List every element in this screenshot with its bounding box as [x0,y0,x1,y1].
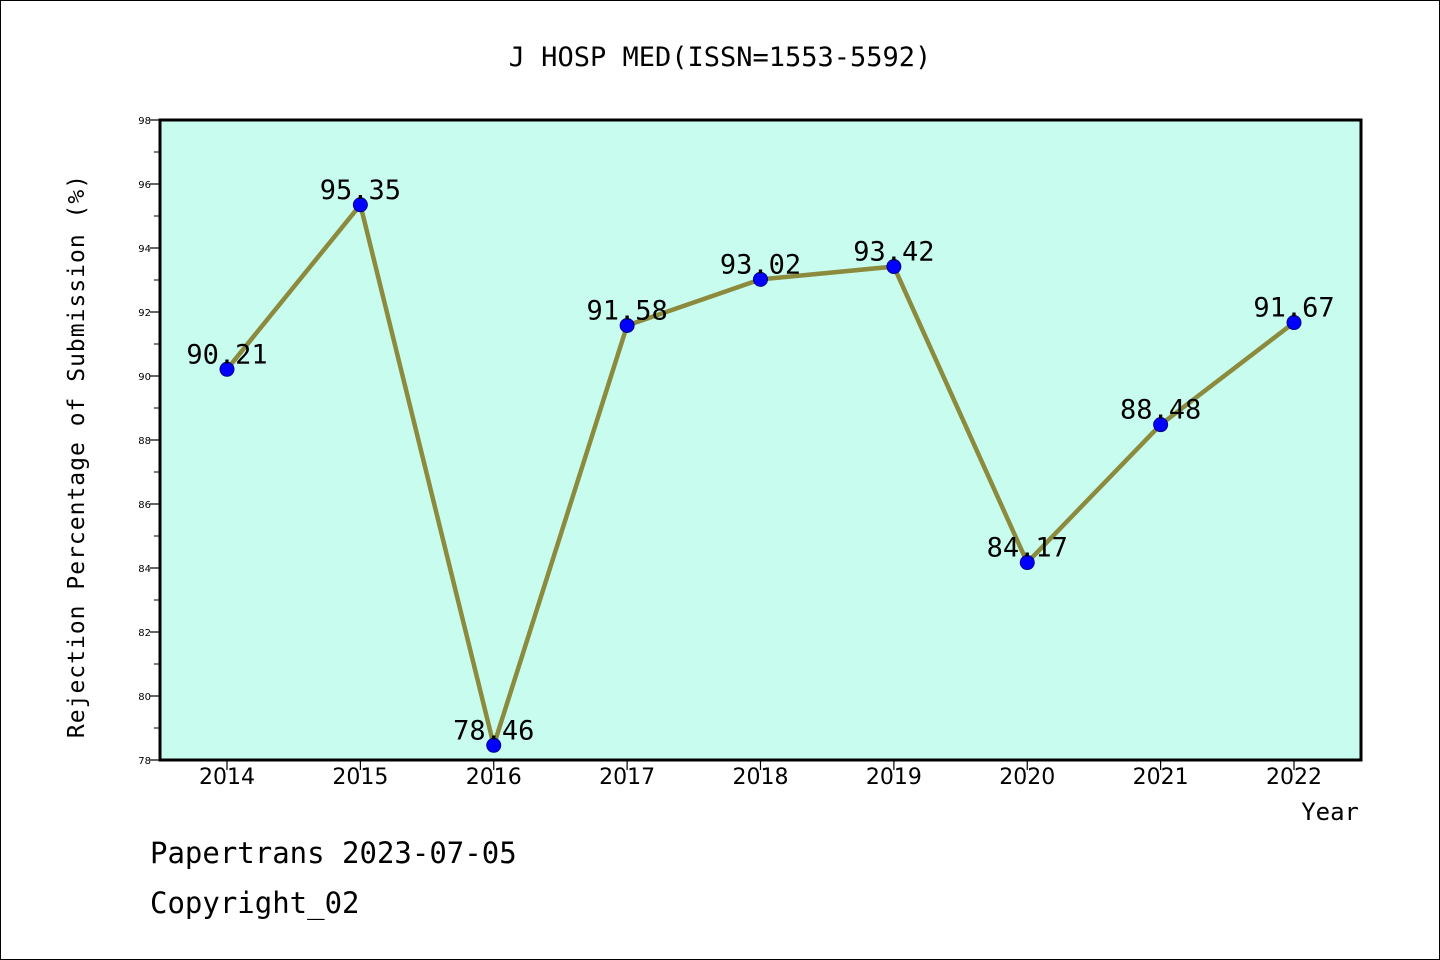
y-tick-label: 94 [138,244,151,255]
data-point [1153,417,1169,433]
y-axis-ticks: 78 80 82 84 86 88 90 92 94 96 98 [138,116,160,767]
y-axis-label: Rejection Percentage of Submission (%) [64,174,90,738]
data-label: 90.21 [186,339,267,370]
x-axis-ticks: 2014 2015 2016 2017 2018 2019 2020 2021 2022 [199,760,1322,790]
data-label: 91.67 [1253,293,1334,324]
x-tick-label: 2019 [866,765,922,790]
data-point [886,259,902,275]
x-axis-label: Year [1301,798,1359,826]
x-tick-label: 2017 [599,765,655,790]
plot-area [160,120,1361,760]
footer-date: Papertrans 2023-07-05 [150,836,517,870]
data-point [219,361,235,377]
x-tick-label: 2022 [1266,765,1322,790]
y-tick-label: 90 [138,372,151,383]
data-point [352,197,368,213]
data-label: 95.35 [320,175,401,206]
data-labels: 90.21 95.35 78.46 91.58 93.02 93.42 84.17 88.48… [186,175,1334,746]
data-label: 93.02 [720,249,801,280]
x-tick-label: 2020 [999,765,1055,790]
data-point [486,737,502,753]
y-tick-label: 88 [138,436,151,447]
data-label: 78.46 [453,715,534,746]
x-tick-label: 2021 [1133,765,1189,790]
y-tick-label: 98 [138,116,151,127]
plot-border [158,118,1363,762]
data-point [619,317,635,333]
x-tick-label: 2014 [199,765,255,790]
data-point [1286,315,1302,331]
chart-title: J HOSP MED(ISSN=1553-5592) [509,42,932,73]
data-label: 84.17 [987,533,1068,564]
y-tick-label: 80 [138,692,151,703]
markers [219,197,1302,753]
y-tick-label: 82 [138,628,151,639]
data-label: 93.42 [853,237,934,268]
footer-copyright: Copyright_02 [150,886,360,921]
y-tick-label: 84 [138,564,151,575]
y-tick-label: 78 [138,756,151,767]
y-tick-label: 92 [138,308,151,319]
y-tick-label: 96 [138,180,151,191]
data-label: 88.48 [1120,395,1201,426]
data-point [753,271,768,287]
data-label: 91.58 [586,295,667,326]
x-tick-label: 2018 [733,765,789,790]
data-point [1019,555,1035,571]
x-tick-label: 2015 [332,765,388,790]
y-tick-label: 86 [138,500,151,511]
x-tick-label: 2016 [466,765,522,790]
